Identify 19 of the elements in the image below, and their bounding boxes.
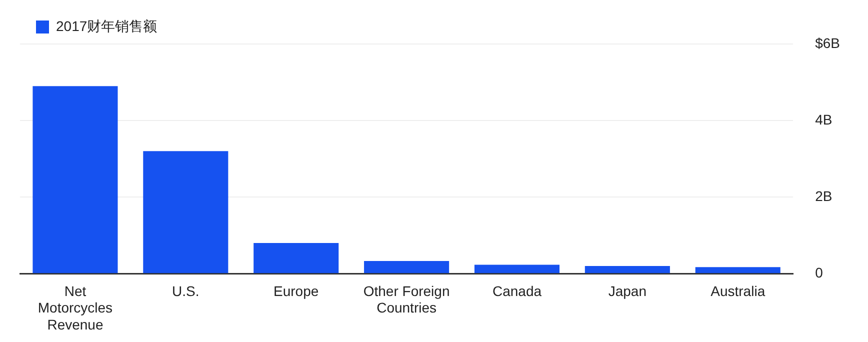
y-tick-label: 0 — [815, 264, 824, 280]
bar — [32, 86, 118, 274]
x-tick-label: Europe — [274, 282, 319, 299]
x-tick-label: Japan — [608, 282, 647, 299]
bar — [474, 264, 560, 274]
x-tick-label: U.S. — [172, 282, 200, 299]
bar — [584, 266, 670, 274]
bar — [695, 267, 780, 274]
x-tick-label: Canada — [492, 282, 542, 299]
x-tick-label: Other Foreign Countries — [363, 282, 450, 316]
y-tick-label: 4B — [815, 111, 832, 128]
y-tick-label: 2B — [815, 188, 832, 204]
bar — [364, 260, 450, 274]
y-tick-label: $6B — [815, 34, 840, 51]
bar — [254, 242, 339, 274]
bar — [143, 151, 228, 274]
x-tick-label: Australia — [710, 282, 766, 299]
legend-label: 2017财年销售额 — [56, 18, 158, 34]
x-tick-label: Net Motorcycles Revenue — [38, 282, 113, 332]
